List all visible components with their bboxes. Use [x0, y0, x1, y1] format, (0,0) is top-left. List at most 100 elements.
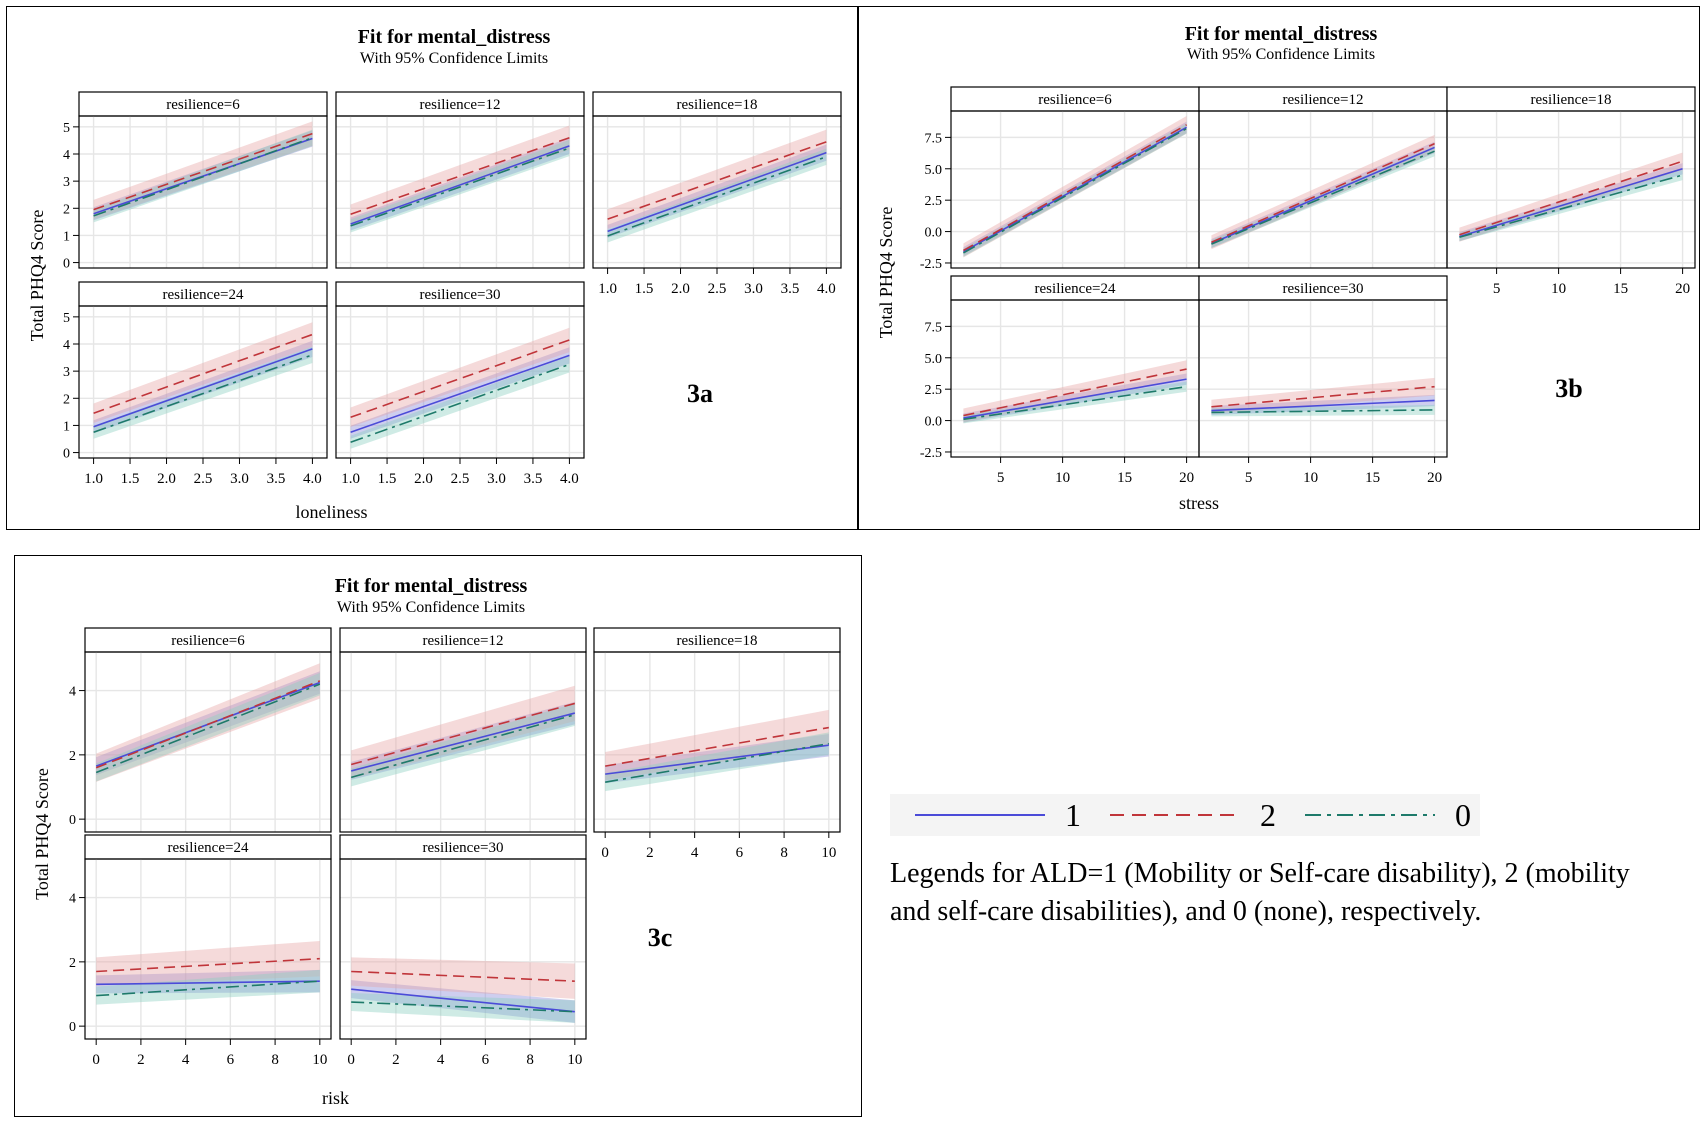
- panel-header: [78, 281, 328, 307]
- y-tick-label: 1: [63, 229, 70, 244]
- x-tick-label: 6: [482, 1052, 490, 1068]
- chart-3a: Fit for mental_distress With 95% Confiden…: [6, 6, 858, 530]
- fit-line-ald-0: [1459, 174, 1683, 238]
- y-tick-label: 1: [63, 419, 70, 434]
- legend-label: 2: [1260, 797, 1276, 833]
- chart-3a-svg: Fit for mental_distress With 95% Confiden…: [27, 26, 842, 522]
- confidence-band-ald-2: [351, 685, 575, 779]
- fit-line-ald-2: [351, 970, 575, 982]
- panel-border: [84, 858, 332, 1040]
- fit-line-ald-0: [95, 683, 321, 774]
- confidence-band-ald-2: [96, 940, 320, 986]
- x-tick-label: 1.5: [635, 281, 654, 297]
- panel-3b-4: resilience=24 -2.5 0.0 2.5 5.0 7.5 5 10 15 20: [920, 275, 1200, 486]
- y-tick-label: 4: [69, 685, 76, 700]
- panel-label: resilience=12: [423, 633, 504, 649]
- x-tick-label: 4.0: [560, 471, 579, 487]
- confidence-band-ald-2: [605, 709, 829, 781]
- panel-border: [78, 115, 328, 269]
- x-tick-label: 1.0: [84, 471, 103, 487]
- fit-line-ald-2: [607, 141, 827, 220]
- fit-line-ald-1: [1459, 168, 1683, 238]
- fit-line-ald-2: [1211, 385, 1435, 408]
- x-tick-label: 2: [137, 1052, 145, 1068]
- panel-header: [339, 834, 587, 860]
- panel-3b-5: resilience=30 5 10 15 20: [1198, 275, 1448, 486]
- confidence-band-ald-2: [963, 360, 1187, 423]
- y-tick-label: -2.5: [920, 257, 942, 272]
- confidence-band-ald-1: [605, 733, 829, 784]
- legend-label: 1: [1065, 797, 1081, 833]
- x-tick-label: 2.0: [157, 471, 176, 487]
- fit-line-ald-0: [350, 147, 570, 227]
- x-tick-label: 10: [567, 1052, 582, 1068]
- fit-line-ald-2: [350, 136, 570, 216]
- x-tick-label: 8: [526, 1052, 534, 1068]
- fit-line-ald-2: [95, 680, 321, 769]
- confidence-band-ald-0: [96, 969, 320, 1005]
- panel-3a-3: resilience=18 1.0 1.5 2.0 2.5 3.0 3.5 4.0: [592, 91, 842, 297]
- confidence-band-ald-2: [351, 957, 575, 999]
- x-tick-label: 3.5: [267, 471, 286, 487]
- y-tick-label: 0.0: [925, 415, 943, 430]
- chart-3c: Fit for mental_distress With 95% Confiden…: [14, 555, 862, 1117]
- panel-3a-1: resilience=6 0 1 2 3 4 5: [63, 91, 328, 272]
- fit-line-ald-0: [963, 385, 1187, 421]
- y-tick-label: 2.5: [925, 194, 943, 209]
- panel-3b-3: resilience=18 5 10 15 20: [1446, 86, 1696, 297]
- fit-line-ald-0: [93, 354, 313, 433]
- confidence-band-ald-1: [351, 701, 575, 780]
- y-tick-label: 4: [63, 148, 70, 163]
- confidence-band-ald-1: [96, 969, 320, 994]
- panel-border: [84, 651, 332, 833]
- x-axis-label: loneliness: [296, 502, 368, 522]
- confidence-band-ald-1: [96, 671, 320, 776]
- fit-line-ald-2: [93, 333, 313, 414]
- figure-tag: 3b: [1555, 374, 1582, 403]
- x-tick-label: 4.0: [817, 281, 836, 297]
- legend-note: Legends for ALD=1 (Mobility or Self-care…: [890, 858, 1630, 927]
- panel-3c-3: resilience=18 0 2 4 6 8 10: [593, 627, 841, 861]
- x-tick-label: 4: [691, 845, 699, 861]
- panel-3a-2: resilience=12: [335, 91, 585, 269]
- x-tick-label: 10: [1055, 470, 1070, 486]
- legend-label: 0: [1455, 797, 1471, 833]
- fit-line-ald-2: [963, 124, 1187, 252]
- fit-line-ald-0: [963, 127, 1187, 254]
- fit-line-ald-0: [350, 713, 576, 779]
- panel-border: [339, 651, 587, 833]
- fit-line-ald-0: [351, 1001, 575, 1013]
- confidence-band-ald-0: [351, 993, 575, 1023]
- panel-label: resilience=24: [168, 840, 249, 856]
- fit-line-ald-0: [607, 155, 827, 237]
- panel-label: resilience=12: [420, 97, 501, 113]
- x-tick-label: 1.0: [598, 281, 617, 297]
- fit-line-ald-1: [350, 145, 570, 225]
- confidence-band-ald-2: [607, 129, 827, 229]
- x-tick-label: 10: [1551, 281, 1566, 297]
- y-tick-label: 0: [69, 1020, 76, 1035]
- fit-line-ald-2: [963, 368, 1187, 417]
- x-tick-label: 10: [312, 1052, 327, 1068]
- confidence-band-ald-0: [605, 732, 829, 792]
- x-tick-label: 3.5: [524, 471, 543, 487]
- fit-line-ald-2: [1459, 160, 1683, 236]
- legend-svg: 1 2 0: [890, 794, 1480, 836]
- panel-label: resilience=24: [1035, 281, 1116, 297]
- x-tick-label: 6: [736, 845, 744, 861]
- fit-line-ald-0: [605, 742, 829, 783]
- panel-label: resilience=18: [1531, 92, 1612, 108]
- y-tick-label: 7.5: [925, 320, 943, 335]
- confidence-band-ald-2: [96, 663, 320, 782]
- y-tick-label: 7.5: [925, 131, 943, 146]
- y-tick-label: -2.5: [920, 446, 942, 461]
- panel-header: [1446, 86, 1696, 112]
- panel-3c-4: resilience=24 0 2 4 0 2 4 6 8 10: [69, 834, 332, 1068]
- x-axis-label: stress: [1179, 493, 1219, 513]
- x-tick-label: 0: [347, 1052, 355, 1068]
- panel-header: [84, 627, 332, 653]
- confidence-band-ald-2: [93, 322, 313, 423]
- fit-line-ald-2: [605, 726, 829, 767]
- y-tick-label: 4: [69, 892, 76, 907]
- x-tick-label: 20: [1675, 281, 1690, 297]
